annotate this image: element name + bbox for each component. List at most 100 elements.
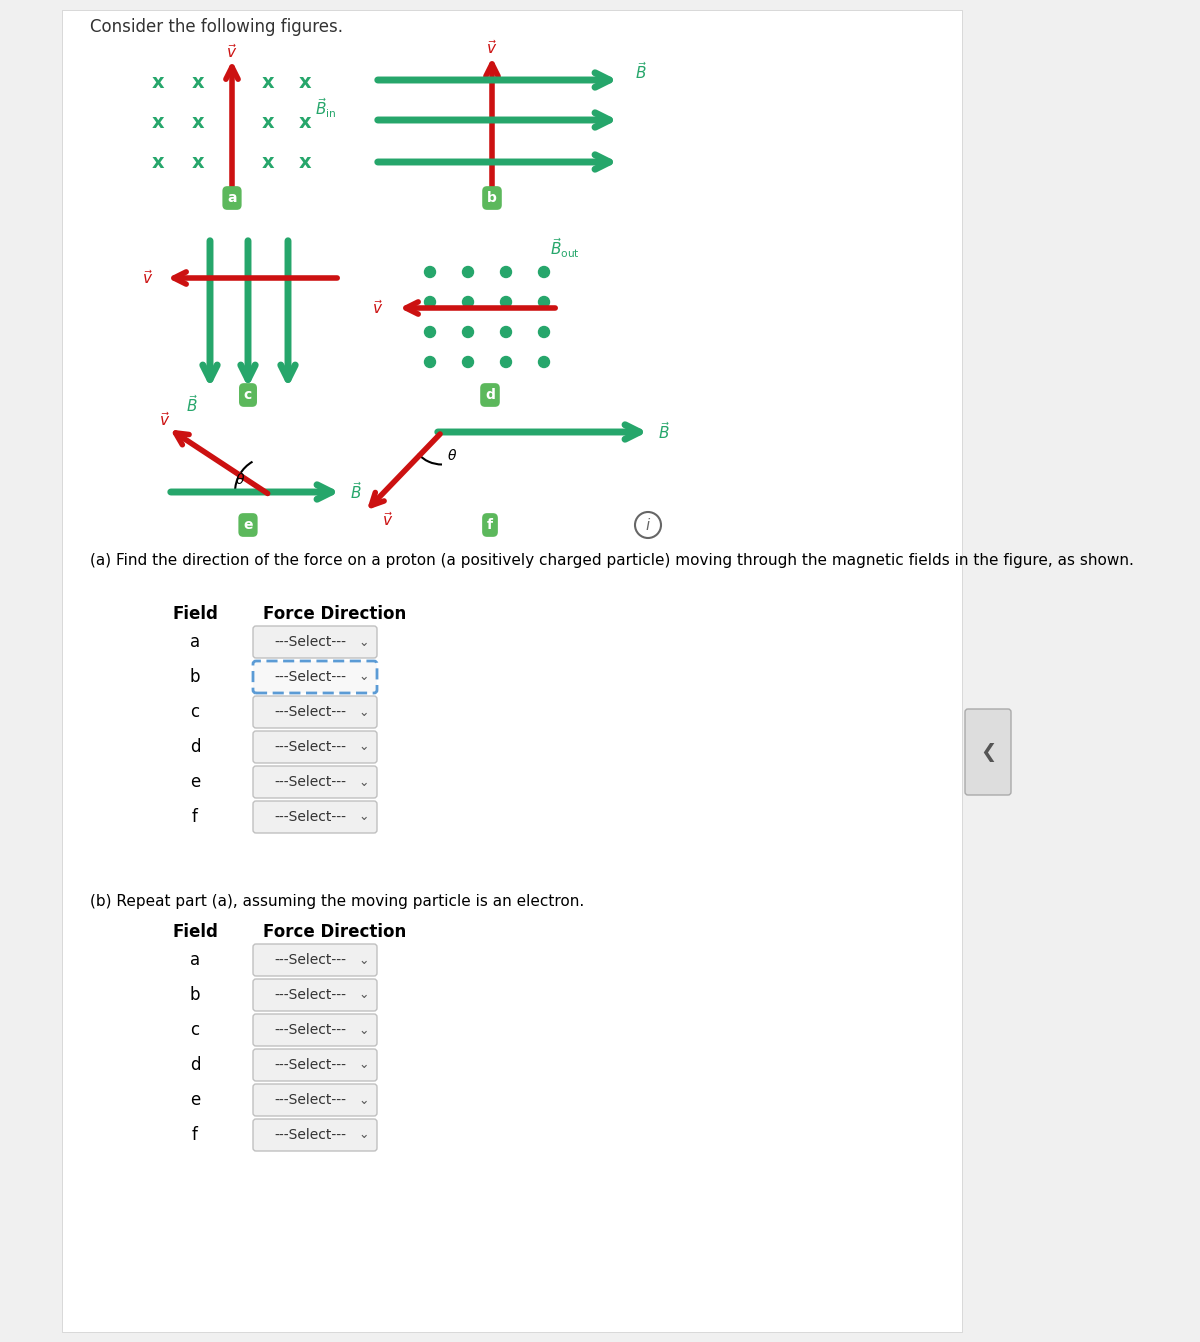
Text: Force Direction: Force Direction bbox=[263, 605, 407, 623]
FancyBboxPatch shape bbox=[253, 696, 377, 727]
FancyBboxPatch shape bbox=[253, 980, 377, 1011]
Text: x: x bbox=[299, 72, 311, 91]
Circle shape bbox=[462, 297, 474, 307]
Text: Force Direction: Force Direction bbox=[263, 923, 407, 941]
Circle shape bbox=[462, 357, 474, 368]
Text: ⌄: ⌄ bbox=[359, 811, 370, 824]
Text: ⌄: ⌄ bbox=[359, 1059, 370, 1071]
Text: ---Select---: ---Select--- bbox=[274, 811, 346, 824]
Circle shape bbox=[539, 297, 550, 307]
Text: ⌄: ⌄ bbox=[359, 671, 370, 683]
FancyBboxPatch shape bbox=[253, 766, 377, 798]
Text: b: b bbox=[190, 986, 200, 1004]
Text: x: x bbox=[192, 72, 204, 91]
Text: f: f bbox=[487, 518, 493, 531]
Text: ---Select---: ---Select--- bbox=[274, 953, 346, 968]
Text: $\vec{v}$: $\vec{v}$ bbox=[383, 511, 394, 529]
Text: ⌄: ⌄ bbox=[359, 1094, 370, 1107]
FancyBboxPatch shape bbox=[253, 1084, 377, 1117]
Text: Field: Field bbox=[172, 605, 218, 623]
Text: (b) Repeat part (a), assuming the moving particle is an electron.: (b) Repeat part (a), assuming the moving… bbox=[90, 894, 584, 909]
Text: e: e bbox=[190, 1091, 200, 1108]
Text: a: a bbox=[227, 191, 236, 205]
FancyBboxPatch shape bbox=[965, 709, 1010, 794]
Text: $\vec{v}$: $\vec{v}$ bbox=[160, 411, 170, 429]
Text: $\vec{B}$: $\vec{B}$ bbox=[350, 482, 362, 502]
Text: x: x bbox=[151, 153, 164, 172]
Circle shape bbox=[539, 267, 550, 278]
Text: x: x bbox=[151, 113, 164, 132]
FancyBboxPatch shape bbox=[253, 1049, 377, 1082]
Text: ⌄: ⌄ bbox=[359, 954, 370, 966]
Text: c: c bbox=[191, 1021, 199, 1039]
Text: ---Select---: ---Select--- bbox=[274, 1092, 346, 1107]
Text: ---Select---: ---Select--- bbox=[274, 670, 346, 684]
Text: Field: Field bbox=[172, 923, 218, 941]
Text: ---Select---: ---Select--- bbox=[274, 988, 346, 1002]
FancyBboxPatch shape bbox=[253, 625, 377, 658]
Text: ⌄: ⌄ bbox=[359, 776, 370, 789]
Circle shape bbox=[462, 267, 474, 278]
Text: ---Select---: ---Select--- bbox=[274, 635, 346, 650]
Text: $\vec{B}$: $\vec{B}$ bbox=[186, 395, 198, 416]
Text: $\vec{v}$: $\vec{v}$ bbox=[372, 299, 384, 317]
Circle shape bbox=[425, 297, 436, 307]
Text: x: x bbox=[192, 153, 204, 172]
Text: x: x bbox=[299, 113, 311, 132]
Text: x: x bbox=[262, 72, 275, 91]
Text: ---Select---: ---Select--- bbox=[274, 739, 346, 754]
Text: ⌄: ⌄ bbox=[359, 1129, 370, 1142]
Text: (a) Find the direction of the force on a proton (a positively charged particle) : (a) Find the direction of the force on a… bbox=[90, 553, 1134, 568]
FancyBboxPatch shape bbox=[62, 9, 962, 1333]
Text: ---Select---: ---Select--- bbox=[274, 1129, 346, 1142]
Text: c: c bbox=[244, 388, 252, 403]
Text: $\vec{B}_{\mathrm{out}}$: $\vec{B}_{\mathrm{out}}$ bbox=[550, 236, 580, 260]
Text: x: x bbox=[262, 153, 275, 172]
Text: ---Select---: ---Select--- bbox=[274, 1023, 346, 1037]
Circle shape bbox=[539, 326, 550, 337]
Circle shape bbox=[500, 357, 511, 368]
FancyBboxPatch shape bbox=[253, 1015, 377, 1045]
Text: $\vec{v}$: $\vec{v}$ bbox=[143, 268, 154, 287]
Text: f: f bbox=[192, 808, 198, 825]
Text: d: d bbox=[190, 1056, 200, 1074]
FancyBboxPatch shape bbox=[253, 943, 377, 976]
Text: d: d bbox=[190, 738, 200, 756]
Text: $\vec{v}$: $\vec{v}$ bbox=[486, 39, 498, 56]
Text: x: x bbox=[192, 113, 204, 132]
Text: d: d bbox=[485, 388, 494, 403]
Circle shape bbox=[539, 357, 550, 368]
Text: ⌄: ⌄ bbox=[359, 1024, 370, 1036]
Text: e: e bbox=[244, 518, 253, 531]
Text: ⌄: ⌄ bbox=[359, 706, 370, 718]
Text: x: x bbox=[262, 113, 275, 132]
Circle shape bbox=[500, 326, 511, 337]
Text: ---Select---: ---Select--- bbox=[274, 705, 346, 719]
Text: b: b bbox=[487, 191, 497, 205]
Text: $\vec{B}_{\mathrm{in}}$: $\vec{B}_{\mathrm{in}}$ bbox=[314, 97, 336, 119]
Text: ❮: ❮ bbox=[980, 742, 996, 761]
Text: ---Select---: ---Select--- bbox=[274, 1057, 346, 1072]
Text: $\vec{B}$: $\vec{B}$ bbox=[635, 62, 647, 82]
Text: ---Select---: ---Select--- bbox=[274, 774, 346, 789]
Text: $\theta$: $\theta$ bbox=[446, 447, 457, 463]
FancyBboxPatch shape bbox=[253, 801, 377, 833]
Text: ⌄: ⌄ bbox=[359, 989, 370, 1001]
Text: $\vec{B}$: $\vec{B}$ bbox=[658, 421, 671, 443]
Text: a: a bbox=[190, 633, 200, 651]
Text: ⌄: ⌄ bbox=[359, 636, 370, 648]
Text: x: x bbox=[299, 153, 311, 172]
Text: a: a bbox=[190, 951, 200, 969]
Text: b: b bbox=[190, 668, 200, 686]
Text: f: f bbox=[192, 1126, 198, 1143]
Text: ⌄: ⌄ bbox=[359, 741, 370, 753]
Text: $\theta$: $\theta$ bbox=[235, 472, 245, 487]
Circle shape bbox=[425, 267, 436, 278]
Circle shape bbox=[500, 267, 511, 278]
Text: $\vec{v}$: $\vec{v}$ bbox=[227, 43, 238, 60]
Circle shape bbox=[425, 326, 436, 337]
FancyBboxPatch shape bbox=[253, 731, 377, 764]
Text: c: c bbox=[191, 703, 199, 721]
Text: Consider the following figures.: Consider the following figures. bbox=[90, 17, 343, 36]
Text: i: i bbox=[646, 518, 650, 533]
